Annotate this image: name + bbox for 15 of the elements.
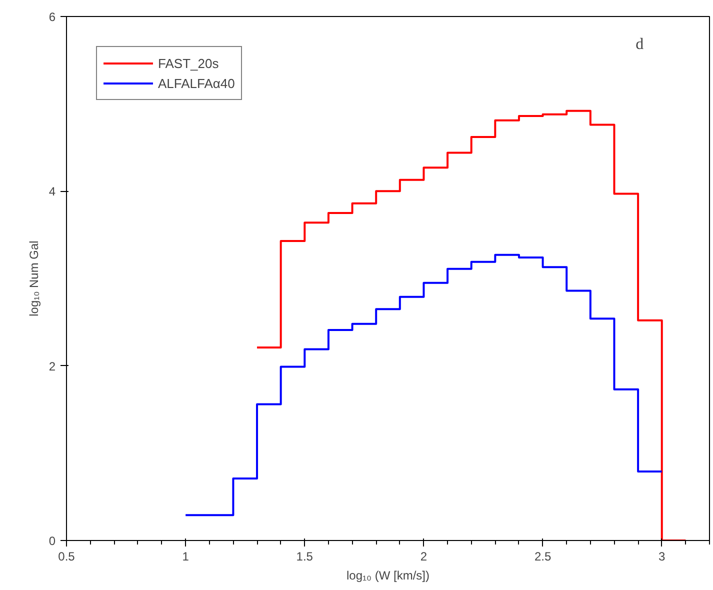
legend-label: FAST_20s	[158, 56, 219, 70]
x-tick-label: 2	[420, 550, 428, 564]
annotation: d	[636, 36, 644, 54]
legend-label: ALFALFAα40	[158, 76, 235, 90]
y-axis-title: log₁₀ Num Gal	[26, 240, 41, 316]
x-tick-label: 2.5	[534, 550, 552, 564]
x-tick-label: 1	[182, 550, 190, 564]
x-tick-label: 3	[658, 550, 666, 564]
y-tick-label: 2	[48, 359, 56, 374]
x-tick-label: 1.5	[296, 550, 314, 564]
x-tick-label: 0.5	[58, 550, 76, 564]
y-tick-label: 6	[48, 10, 56, 24]
y-tick-label: 4	[48, 184, 56, 199]
x-axis-title: log₁₀ (W [km/s])	[346, 568, 430, 582]
y-tick-label: 0	[48, 534, 56, 548]
